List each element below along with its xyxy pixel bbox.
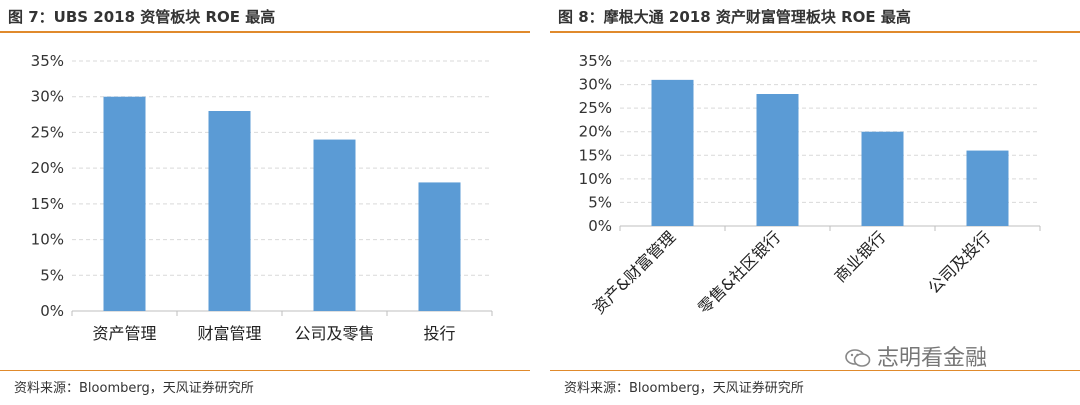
y-tick-label: 15%: [31, 195, 64, 213]
y-tick-label: 10%: [31, 231, 64, 249]
category-label: 公司及投行: [924, 227, 994, 297]
source-divider: [550, 370, 1080, 371]
figure-title: 图 7：UBS 2018 资管板块 ROE 最高: [8, 8, 276, 26]
category-label: 投行: [423, 324, 455, 343]
y-tick-label: 5%: [588, 193, 612, 211]
wechat-icon: [845, 348, 871, 368]
y-tick-label: 25%: [31, 123, 64, 141]
y-tick-label: 5%: [40, 266, 64, 284]
jpm-roe-bar-chart: 0% 5% 10% 15% 20% 25% 30% 35% 资产&财富管理 零售&社区银行 商业银行…: [579, 52, 1041, 318]
bar: [651, 79, 694, 226]
title-divider: [0, 31, 530, 33]
source-note: 资料来源：Bloomberg，天风证券研究所: [14, 381, 254, 396]
category-label: 公司及零售: [294, 324, 374, 343]
y-tick-label: 0%: [40, 302, 64, 320]
category-label: 资产&财富管理: [589, 227, 679, 317]
y-tick-label: 15%: [579, 146, 612, 164]
figure-title: 图 8：摩根大通 2018 资产财富管理板块 ROE 最高: [558, 8, 911, 26]
category-label: 资产管理: [92, 324, 156, 343]
y-tick-label: 20%: [31, 159, 64, 177]
source-note: 资料来源：Bloomberg，天风证券研究所: [564, 381, 804, 396]
category-label: 财富管理: [197, 324, 261, 343]
y-tick-label: 30%: [31, 88, 64, 106]
source-divider: [0, 370, 530, 371]
bar: [756, 94, 799, 226]
bar: [103, 96, 146, 311]
bar: [208, 111, 251, 311]
y-tick-label: 35%: [579, 52, 612, 70]
left-figure-panel: 图 7：UBS 2018 资管板块 ROE 最高 0% 5% 10% 15% 20% 25…: [0, 0, 530, 405]
y-tick-label: 0%: [588, 217, 612, 235]
y-tick-label: 20%: [579, 123, 612, 141]
watermark-text: 志明看金融: [877, 346, 988, 371]
category-label: 零售&社区银行: [694, 227, 784, 317]
bar: [861, 131, 904, 226]
y-tick-label: 10%: [579, 170, 612, 188]
ubs-roe-bar-chart: 0% 5% 10% 15% 20% 25% 30% 35% 资产管理 财富管理 公司及零售 投行: [31, 52, 493, 343]
title-divider: [550, 31, 1080, 33]
bar: [313, 139, 356, 311]
category-label: 商业银行: [831, 227, 890, 286]
y-tick-label: 30%: [579, 76, 612, 94]
right-figure-panel: 图 8：摩根大通 2018 资产财富管理板块 ROE 最高 0% 5% 10% 15%…: [550, 0, 1080, 405]
bar: [966, 150, 1009, 226]
bar: [418, 182, 461, 311]
y-tick-label: 35%: [31, 52, 64, 70]
watermark: 志明看金融: [845, 340, 987, 372]
y-tick-label: 25%: [579, 99, 612, 117]
